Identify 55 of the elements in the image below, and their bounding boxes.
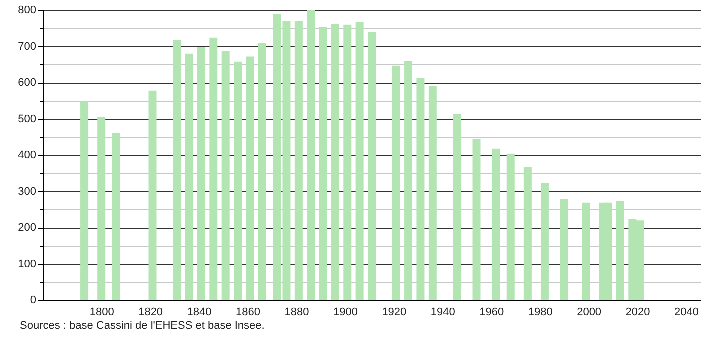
- bar: [173, 40, 182, 300]
- x-tick-label: 2040: [674, 306, 699, 318]
- source-note: Sources : base Cassini de l'EHESS et base Insee.: [20, 320, 265, 332]
- bar: [356, 22, 364, 300]
- bar: [616, 201, 624, 300]
- y-tick-label: 100: [18, 258, 36, 270]
- x-tick-label: 1840: [187, 306, 212, 318]
- x-tick-label: 1980: [528, 306, 553, 318]
- bar: [319, 27, 328, 300]
- bar: [453, 114, 462, 300]
- bar: [234, 62, 242, 300]
- bar: [210, 38, 218, 300]
- x-tick-label: 1880: [284, 306, 310, 318]
- bar: [98, 116, 106, 300]
- y-tick-label: 400: [18, 150, 36, 162]
- bar: [148, 90, 157, 300]
- bar: [416, 78, 425, 300]
- y-tick-label: 500: [18, 113, 36, 126]
- bar: [246, 56, 254, 300]
- y-tick-label: 800: [18, 4, 36, 16]
- x-tick-label: 1860: [236, 306, 260, 318]
- x-tick-label: 2000: [577, 306, 602, 318]
- bar: [524, 166, 532, 300]
- x-tick-label: 1920: [382, 306, 407, 318]
- x-tick-label: 1800: [90, 306, 114, 318]
- bar: [112, 133, 120, 300]
- bar: [506, 154, 515, 300]
- bar: [392, 66, 400, 300]
- bar: [404, 61, 413, 300]
- bar: [222, 50, 230, 300]
- bar: [80, 102, 89, 300]
- y-tick-label: 600: [18, 77, 36, 89]
- bar: [560, 199, 568, 300]
- x-tick-label: 1940: [430, 306, 456, 318]
- bar: [582, 202, 590, 300]
- bar: [258, 43, 266, 300]
- bar: [307, 10, 316, 300]
- bar: [368, 32, 376, 300]
- x-tick-label: 1960: [480, 306, 504, 318]
- bar: [197, 47, 206, 300]
- x-tick-label: 1820: [138, 306, 164, 318]
- bar: [428, 86, 437, 300]
- bar: [344, 24, 352, 300]
- x-tick-label: 2020: [626, 306, 650, 318]
- x-tick-label: 1900: [333, 306, 358, 318]
- bar: [492, 148, 500, 300]
- bar: [294, 21, 303, 300]
- y-tick-label: 200: [18, 222, 36, 234]
- bar: [540, 183, 549, 300]
- bar: [472, 139, 481, 300]
- y-tick-label: 300: [18, 186, 36, 198]
- y-tick-label: 0: [30, 294, 36, 306]
- bar: [331, 24, 340, 300]
- bar: [185, 54, 194, 300]
- y-tick-label: 700: [18, 40, 36, 53]
